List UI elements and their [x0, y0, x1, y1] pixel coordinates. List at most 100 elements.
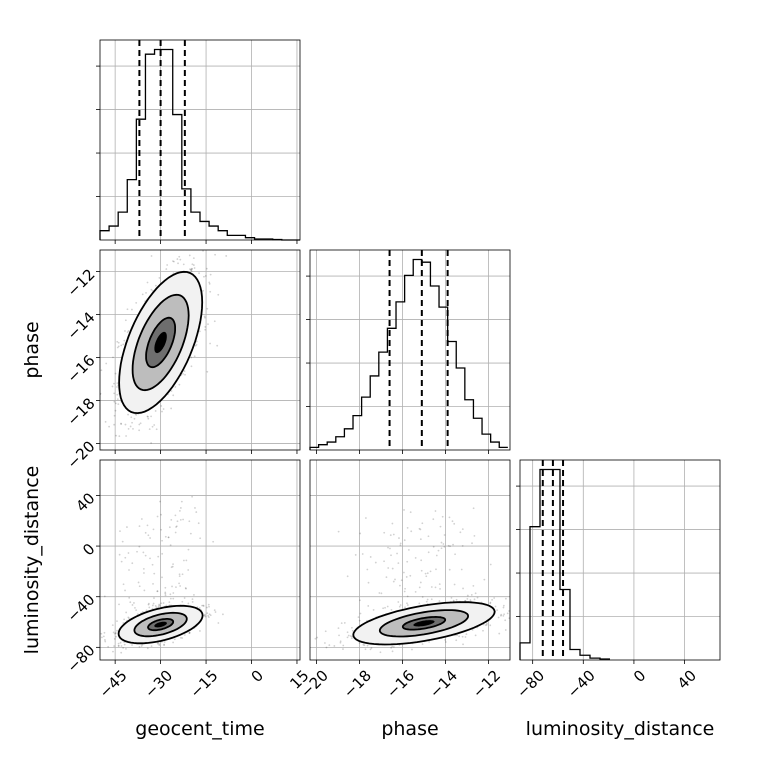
scatter-point [87, 378, 89, 380]
scatter-point [387, 546, 389, 549]
scatter-point [123, 339, 126, 342]
scatter-point [204, 326, 207, 328]
scatter-point [164, 594, 167, 597]
scatter-point [123, 643, 126, 646]
scatter-point [359, 532, 362, 535]
scatter-point [155, 606, 158, 609]
scatter-point [486, 622, 488, 625]
scatter-point [116, 346, 119, 349]
scatter-point [169, 593, 172, 596]
scatter-point [471, 542, 473, 545]
scatter-point [406, 526, 409, 529]
scatter-point [147, 417, 150, 420]
scatter-point [164, 592, 167, 595]
scatter-point [391, 650, 394, 653]
scatter-point [187, 569, 190, 571]
scatter-point [115, 635, 117, 638]
scatter-point [155, 428, 158, 431]
scatter-point [156, 515, 159, 518]
scatter-point [382, 607, 385, 610]
scatter-point [204, 328, 207, 331]
scatter-point [461, 528, 464, 531]
scatter-point [119, 641, 122, 644]
scatter-point [391, 567, 394, 570]
scatter-point [113, 400, 116, 403]
scatter-point [346, 631, 349, 634]
scatter-point [369, 648, 372, 651]
scatter-point [190, 365, 193, 368]
density-core [154, 331, 167, 354]
scatter-point [472, 507, 475, 510]
scatter-point [126, 308, 129, 311]
scatter-point [127, 413, 129, 416]
scatter-point [387, 567, 390, 569]
scatter-point [138, 423, 141, 426]
x-tick-label-phase: −14 [426, 666, 461, 701]
scatter-point [496, 609, 499, 612]
scatter-point [150, 288, 153, 291]
scatter-point [179, 507, 182, 509]
y-tick-label-phase: −12 [63, 265, 98, 300]
scatter-point [116, 398, 119, 401]
scatter-point [175, 526, 177, 528]
scatter-point [111, 385, 114, 388]
scatter-point [161, 576, 163, 579]
scatter-point [206, 307, 209, 310]
scatter-point [172, 592, 175, 594]
scatter-point [328, 644, 331, 647]
scatter-point [113, 392, 116, 395]
scatter-point [130, 416, 133, 419]
scatter-point [153, 424, 156, 426]
scatter-point [425, 575, 428, 578]
scatter-point [204, 275, 207, 277]
scatter-point [410, 530, 413, 533]
scatter-point [141, 611, 144, 613]
scatter-point [342, 648, 344, 650]
scatter-point [126, 331, 129, 334]
scatter-point [516, 608, 518, 610]
scatter-point [116, 386, 118, 388]
scatter-point [124, 330, 126, 332]
scatter-point [128, 596, 131, 599]
scatter-point [135, 301, 138, 304]
y-tick-label-luminosity_distance: −40 [63, 591, 98, 626]
scatter-point [198, 330, 201, 333]
scatter-point [108, 425, 110, 428]
scatter-point [359, 599, 361, 602]
scatter-point [455, 639, 458, 642]
scatter-point [207, 323, 209, 325]
contour-line-0 [117, 604, 204, 645]
scatter-point [351, 626, 353, 629]
scatter-point [502, 606, 505, 609]
scatter-point [154, 284, 157, 287]
scatter-point [131, 421, 133, 424]
scatter-point [131, 604, 134, 606]
scatter-point [134, 606, 136, 609]
x-tick-label-phase: −16 [383, 666, 418, 701]
scatter-point [406, 595, 409, 598]
scatter-point [124, 589, 126, 592]
scatter-point [142, 567, 145, 570]
scatter-point [489, 624, 492, 627]
scatter-point [142, 551, 145, 554]
scatter-point [174, 514, 177, 517]
scatter-point [160, 513, 162, 516]
scatter-point [120, 344, 123, 347]
scatter-point [158, 603, 160, 606]
scatter-point [402, 571, 405, 574]
scatter-point [182, 263, 185, 266]
scatter-point [419, 528, 422, 531]
scatter-point [574, 606, 576, 608]
scatter-point [185, 587, 187, 590]
scatter-point [421, 643, 424, 646]
scatter-point [184, 587, 187, 589]
scatter-point [140, 518, 143, 520]
scatter-point [190, 269, 193, 272]
scatter-point [428, 641, 431, 643]
hist-frame-luminosity_distance [519, 459, 721, 661]
scatter-point [162, 408, 165, 410]
scatter-point [164, 535, 167, 538]
scatter-point [112, 631, 115, 634]
scatter-point [167, 536, 170, 539]
